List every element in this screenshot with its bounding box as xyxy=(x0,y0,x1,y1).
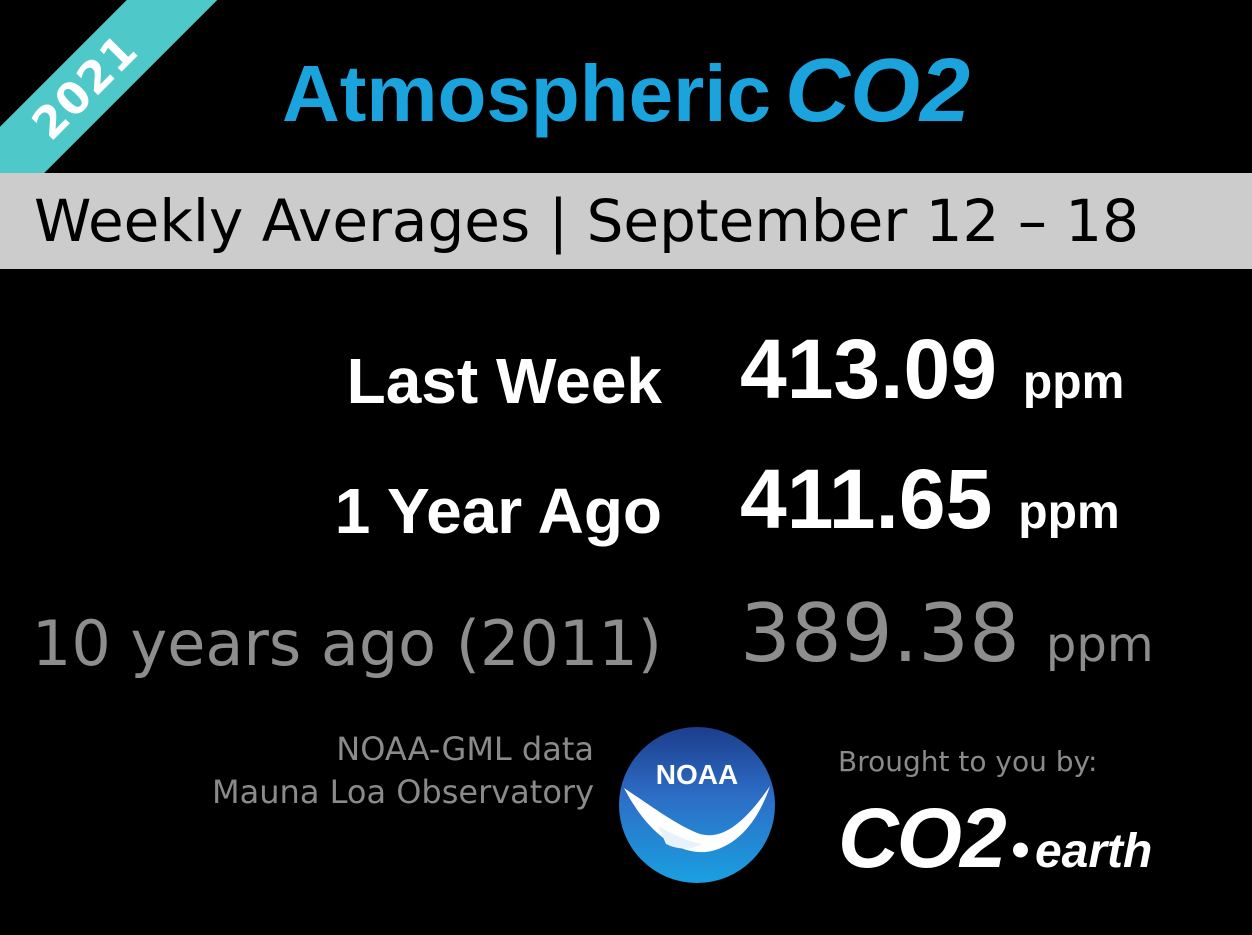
noaa-logo-icon: NOAA xyxy=(619,727,775,883)
noaa-logo-text: NOAA xyxy=(656,759,738,790)
co2-earth-logo: CO2 • earth xyxy=(838,790,1152,887)
row-value: 413.09 ppm xyxy=(740,321,1124,418)
row-last-week: Last Week 413.09 ppm xyxy=(0,322,1252,432)
weekly-averages-text: Weekly Averages | September 12 – 18 xyxy=(34,187,1140,255)
row-label: 10 years ago (2011) xyxy=(31,607,662,680)
value-unit: ppm xyxy=(1045,617,1154,673)
source-line-1: NOAA-GML data xyxy=(336,730,594,768)
co2-earth-logo-big: CO2 xyxy=(838,791,1007,885)
value-number: 389.38 xyxy=(740,587,1020,680)
row-1-year-ago: 1 Year Ago 411.65 ppm xyxy=(0,452,1252,562)
data-source: NOAA-GML data Mauna Loa Observatory xyxy=(212,728,594,814)
brought-by-label: Brought to you by: xyxy=(838,745,1098,778)
row-label: 1 Year Ago xyxy=(334,475,662,547)
title-word: Atmospheric xyxy=(281,49,771,138)
page-title: Atmospheric CO2 xyxy=(0,40,1252,143)
row-value: 389.38 ppm xyxy=(740,587,1154,680)
co2-earth-logo-dot: • xyxy=(1010,821,1029,879)
row-label: Last Week xyxy=(346,345,662,417)
value-unit: ppm xyxy=(1022,356,1125,409)
value-number: 413.09 xyxy=(740,322,997,416)
row-value: 411.65 ppm xyxy=(740,451,1120,548)
co2-earth-logo-small: earth xyxy=(1034,825,1153,878)
value-number: 411.65 xyxy=(740,452,993,546)
value-unit: ppm xyxy=(1018,486,1120,539)
source-line-2: Mauna Loa Observatory xyxy=(212,773,594,811)
row-10-years-ago: 10 years ago (2011) 389.38 ppm xyxy=(0,584,1252,694)
title-co2: CO2 xyxy=(784,41,971,141)
weekly-averages-band: Weekly Averages | September 12 – 18 xyxy=(0,173,1252,269)
